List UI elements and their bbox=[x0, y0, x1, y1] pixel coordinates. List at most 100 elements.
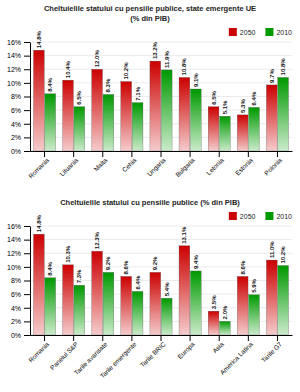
data-label: 8.6% bbox=[123, 260, 129, 274]
data-label: 12.0% bbox=[94, 50, 100, 68]
y-tick: 8% bbox=[11, 277, 30, 284]
y-tick-mark bbox=[24, 335, 30, 336]
y-tick: 2% bbox=[11, 318, 30, 325]
grid-line bbox=[30, 239, 292, 240]
data-label: 8.3% bbox=[105, 78, 111, 92]
y-tick: 12% bbox=[7, 66, 30, 73]
y-tick-label: 14% bbox=[7, 236, 21, 243]
bar bbox=[161, 298, 172, 335]
bar bbox=[45, 94, 56, 151]
y-axis: 0%2%4%6%8%10%12%14%16% bbox=[7, 39, 31, 155]
x-tick-label: Polonia bbox=[263, 156, 284, 177]
bar bbox=[237, 115, 248, 151]
x-axis: RomaniaLituaniaMaltaCehiaUngariaBulgaria… bbox=[27, 151, 293, 180]
data-label: 7.3% bbox=[76, 269, 82, 283]
y-tick: 10% bbox=[7, 80, 30, 87]
data-label: 2.0% bbox=[222, 305, 228, 319]
y-tick-mark bbox=[24, 83, 30, 84]
legend: 20502010 bbox=[229, 28, 292, 36]
y-tick: 4% bbox=[11, 120, 30, 127]
y-tick: 16% bbox=[7, 39, 30, 46]
bar bbox=[179, 246, 190, 335]
data-label: 8.6% bbox=[240, 260, 246, 274]
bar bbox=[220, 321, 231, 335]
bar bbox=[161, 70, 172, 151]
y-tick-label: 8% bbox=[11, 93, 21, 100]
y-tick-label: 10% bbox=[7, 80, 21, 87]
data-label: 6.4% bbox=[251, 91, 257, 105]
legend-swatch bbox=[265, 212, 273, 220]
grid-line bbox=[30, 55, 292, 56]
bar bbox=[266, 85, 277, 151]
y-tick-label: 2% bbox=[11, 134, 21, 141]
y-tick-mark bbox=[24, 226, 30, 227]
bar bbox=[33, 234, 44, 335]
legend-swatch bbox=[229, 28, 237, 36]
x-tick-label: Romania bbox=[27, 340, 51, 364]
bar bbox=[237, 276, 248, 335]
y-tick-mark bbox=[24, 69, 30, 70]
data-labels: 14.8%10.3%12.3%8.6%9.2%13.1%3.5%8.6%11.0… bbox=[36, 214, 286, 319]
bar bbox=[92, 251, 103, 335]
y-tick: 2% bbox=[11, 134, 30, 141]
chart-svg: Cheltuielile statului cu pensiile public… bbox=[0, 0, 300, 392]
y-tick-mark bbox=[24, 97, 30, 98]
data-label: 9.2% bbox=[152, 256, 158, 270]
x-tick: Polonia bbox=[263, 151, 284, 177]
y-tick-mark bbox=[24, 253, 30, 254]
y-tick-mark bbox=[24, 240, 30, 241]
bar bbox=[249, 107, 260, 151]
legend-label: 2050 bbox=[240, 213, 256, 220]
y-tick: 0% bbox=[11, 148, 30, 155]
y-tick-mark bbox=[24, 321, 30, 322]
bar bbox=[121, 82, 132, 151]
y-axis-line bbox=[30, 227, 31, 336]
y-tick-mark bbox=[24, 151, 30, 152]
data-label: 3.5% bbox=[211, 295, 217, 309]
y-tick-label: 4% bbox=[11, 120, 21, 127]
grid bbox=[30, 226, 292, 335]
bar bbox=[103, 272, 114, 335]
data-label: 11.9% bbox=[164, 51, 170, 68]
chart-panel: Cheltuielile statului cu pensiile public… bbox=[7, 4, 293, 180]
x-tick: Ungaria bbox=[146, 151, 168, 178]
legend-item: 2050 bbox=[229, 212, 256, 220]
chart-subtitle: (% din PIB) bbox=[130, 14, 170, 23]
x-tick-label: Europa bbox=[176, 340, 197, 361]
bar bbox=[45, 278, 56, 335]
data-label: 9.2% bbox=[105, 256, 111, 270]
data-label: 8.4% bbox=[47, 77, 53, 91]
y-tick: 14% bbox=[7, 236, 30, 243]
x-tick: Tarile BRIC bbox=[138, 335, 166, 369]
x-tick-label: Estonia bbox=[234, 156, 255, 177]
x-tick-label: Letonia bbox=[205, 156, 225, 176]
x-tick-label: Romania bbox=[27, 156, 51, 180]
bar bbox=[63, 265, 74, 335]
bar bbox=[220, 116, 231, 151]
x-tick-label: Ungaria bbox=[146, 156, 168, 178]
bar bbox=[132, 103, 143, 151]
y-tick-label: 0% bbox=[11, 148, 21, 155]
bar bbox=[266, 260, 277, 335]
data-label: 8.4% bbox=[47, 261, 53, 275]
bar bbox=[278, 77, 289, 151]
data-label: 6.5% bbox=[76, 90, 82, 104]
y-tick: 6% bbox=[11, 107, 30, 114]
y-tick: 10% bbox=[7, 264, 30, 271]
data-label: 10.4% bbox=[65, 60, 71, 78]
bar-series bbox=[33, 50, 277, 151]
grid bbox=[30, 42, 292, 151]
x-tick-label: Cehia bbox=[121, 156, 138, 173]
data-label: 9.1% bbox=[193, 73, 199, 87]
data-label: 5.3% bbox=[240, 99, 246, 113]
bar bbox=[33, 50, 44, 151]
x-tick-label: Asia bbox=[211, 340, 225, 354]
bar-series bbox=[45, 70, 289, 151]
data-label: 14.8% bbox=[36, 214, 42, 232]
data-label: 6.5% bbox=[211, 90, 217, 104]
y-tick-mark bbox=[24, 56, 30, 57]
legend-label: 2050 bbox=[240, 29, 256, 36]
y-tick-label: 16% bbox=[7, 223, 21, 230]
chart-title: Cheltuielile statului cu pensiile public… bbox=[44, 4, 256, 13]
y-tick-mark bbox=[24, 110, 30, 111]
